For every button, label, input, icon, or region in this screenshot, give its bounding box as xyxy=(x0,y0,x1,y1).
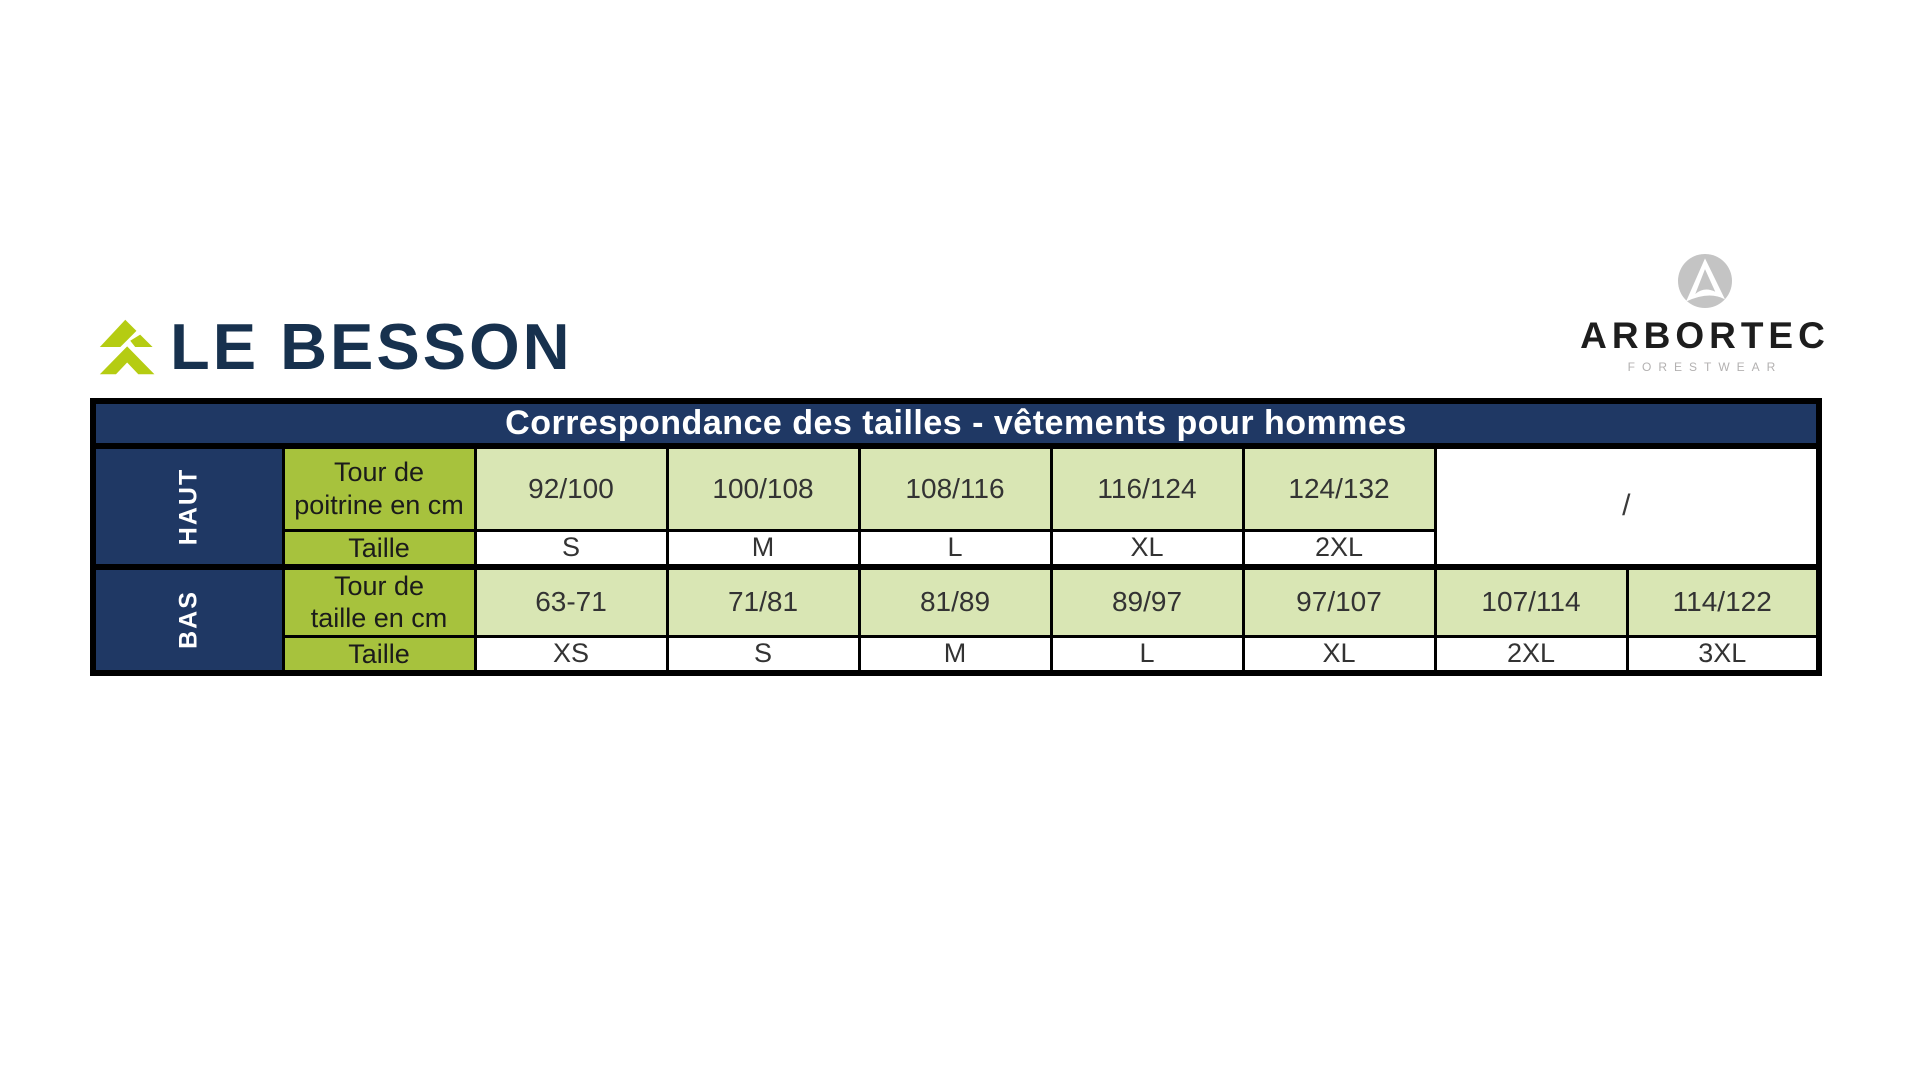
arbortec-forestwear-text: FORESTWEAR xyxy=(1627,360,1783,374)
bas-size-cell: 2XL xyxy=(1433,634,1629,675)
haut-size-cell: L xyxy=(857,528,1053,569)
bas-size-cell: 3XL xyxy=(1625,634,1821,675)
table-title: Correspondance des tailles - vêtements p… xyxy=(91,399,1821,449)
bas-measure-cell: 97/107 xyxy=(1241,563,1437,638)
bas-measure-cell: 81/89 xyxy=(857,563,1053,638)
haut-empty-cell: / xyxy=(1433,443,1821,569)
haut-measure-cell: 116/124 xyxy=(1049,443,1245,532)
lebesson-logo-text: LE BESSON xyxy=(170,310,573,383)
bas-size-label: Taille xyxy=(281,634,477,675)
bas-measure-cell: 114/122 xyxy=(1625,563,1821,638)
haut-size-cell: 2XL xyxy=(1241,528,1437,569)
arbortec-logo: ARBORTEC FORESTWEAR xyxy=(1580,254,1830,373)
haut-measure-label: Tour de poitrine en cm xyxy=(281,443,477,532)
haut-measure-cell: 124/132 xyxy=(1241,443,1437,532)
haut-size-label: Taille xyxy=(281,528,477,569)
lebesson-tree-icon xyxy=(99,319,155,374)
haut-size-cell: S xyxy=(473,528,669,569)
bas-measure-cell: 71/81 xyxy=(665,563,861,638)
bas-measure-cell: 63-71 xyxy=(473,563,669,638)
lebesson-logo: LE BESSON xyxy=(98,314,573,379)
haut-size-cell: M xyxy=(665,528,861,569)
section-label-bas: BAS xyxy=(91,563,285,675)
haut-measure-cell: 100/108 xyxy=(665,443,861,532)
arbortec-tree-icon xyxy=(1678,254,1732,308)
bas-size-cell: XL xyxy=(1241,634,1437,675)
haut-size-cell: XL xyxy=(1049,528,1245,569)
bas-size-cell: M xyxy=(857,634,1053,675)
haut-measure-cell: 92/100 xyxy=(473,443,669,532)
bas-size-cell: XS xyxy=(473,634,669,675)
bas-measure-label: Tour de taille en cm xyxy=(281,563,477,638)
haut-measure-cell: 108/116 xyxy=(857,443,1053,532)
section-label-haut: HAUT xyxy=(91,443,285,569)
bas-size-cell: S xyxy=(665,634,861,675)
bas-size-cell: L xyxy=(1049,634,1245,675)
arbortec-logo-text: ARBORTEC xyxy=(1580,315,1830,356)
bas-measure-cell: 89/97 xyxy=(1049,563,1245,638)
size-correspondence-table: Correspondance des tailles - vêtements p… xyxy=(90,398,1822,677)
bas-measure-cell: 107/114 xyxy=(1433,563,1629,638)
